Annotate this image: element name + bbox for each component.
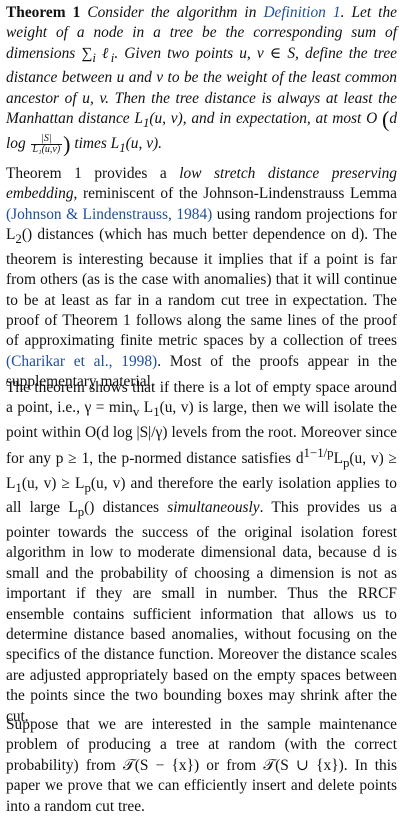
citation-johnson[interactable]: (Johnson & Lindenstrauss, 1984) <box>6 206 212 223</box>
definition-link[interactable]: Definition 1 <box>263 4 340 21</box>
citation-charikar[interactable]: (Charikar et al., 1998) <box>6 353 157 370</box>
paragraph-isolation: The theorem shows that if there is a lot… <box>6 378 397 727</box>
theorem-label: Theorem 1 <box>6 4 80 21</box>
paragraph-embedding: Theorem 1 provides a low stretch distanc… <box>6 164 397 393</box>
fraction: |S| L₁(u,v) <box>31 134 63 155</box>
paragraph-sample-maintenance: Suppose that we are interested in the sa… <box>6 715 397 817</box>
theorem-statement: Theorem 1 Consider the algorithm in Defi… <box>6 3 397 158</box>
